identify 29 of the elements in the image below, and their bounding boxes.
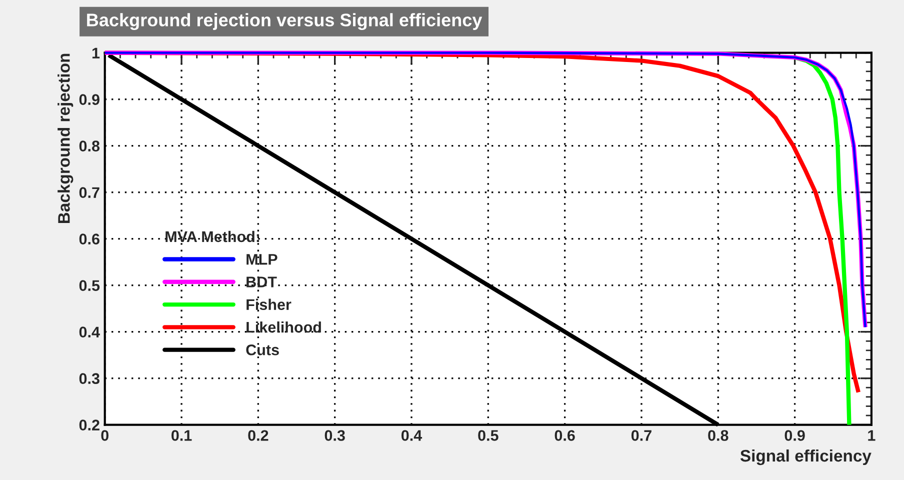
legend-title: MVA Method:: [166, 230, 260, 242]
y-tick-label: 0.9: [79, 94, 100, 105]
x-tick-label: 0.9: [784, 430, 805, 441]
x-tick-label: 0.7: [631, 430, 652, 441]
x-tick-label: 0.2: [248, 430, 268, 441]
y-tick-label: 0.8: [79, 140, 100, 152]
legend-label: Fisher: [246, 298, 292, 310]
x-tick-label: 0.4: [401, 430, 422, 441]
x-tick-label: 0.8: [708, 430, 728, 441]
y-tick-label: 1: [92, 48, 100, 58]
chart-title: Background rejection versus Signal efficiency: [87, 13, 482, 30]
legend-label: Cuts: [246, 344, 279, 356]
x-tick-label: 0: [101, 430, 108, 441]
x-tick-label: 0.3: [324, 430, 345, 441]
y-tick-label: 0.2: [79, 420, 100, 430]
legend-label: Likelihood: [246, 321, 321, 333]
x-tick-label: 0.5: [478, 430, 498, 441]
y-tick-label: 0.6: [79, 234, 100, 244]
x-tick-label: 1: [868, 430, 876, 441]
y-tick-label: 0.7: [79, 187, 100, 198]
x-tick-label: 0.6: [554, 430, 575, 441]
x-tick-label: 0.1: [172, 430, 192, 441]
x-axis-title: Signal efficiency: [740, 449, 872, 466]
y-tick-label: 0.4: [79, 326, 100, 338]
y-tick-label: 0.3: [79, 373, 100, 384]
y-axis-title: Background rejection: [58, 54, 74, 224]
legend-label: MLP: [246, 254, 278, 265]
legend-label: BDT: [246, 276, 277, 288]
y-tick-label: 0.5: [79, 280, 100, 291]
